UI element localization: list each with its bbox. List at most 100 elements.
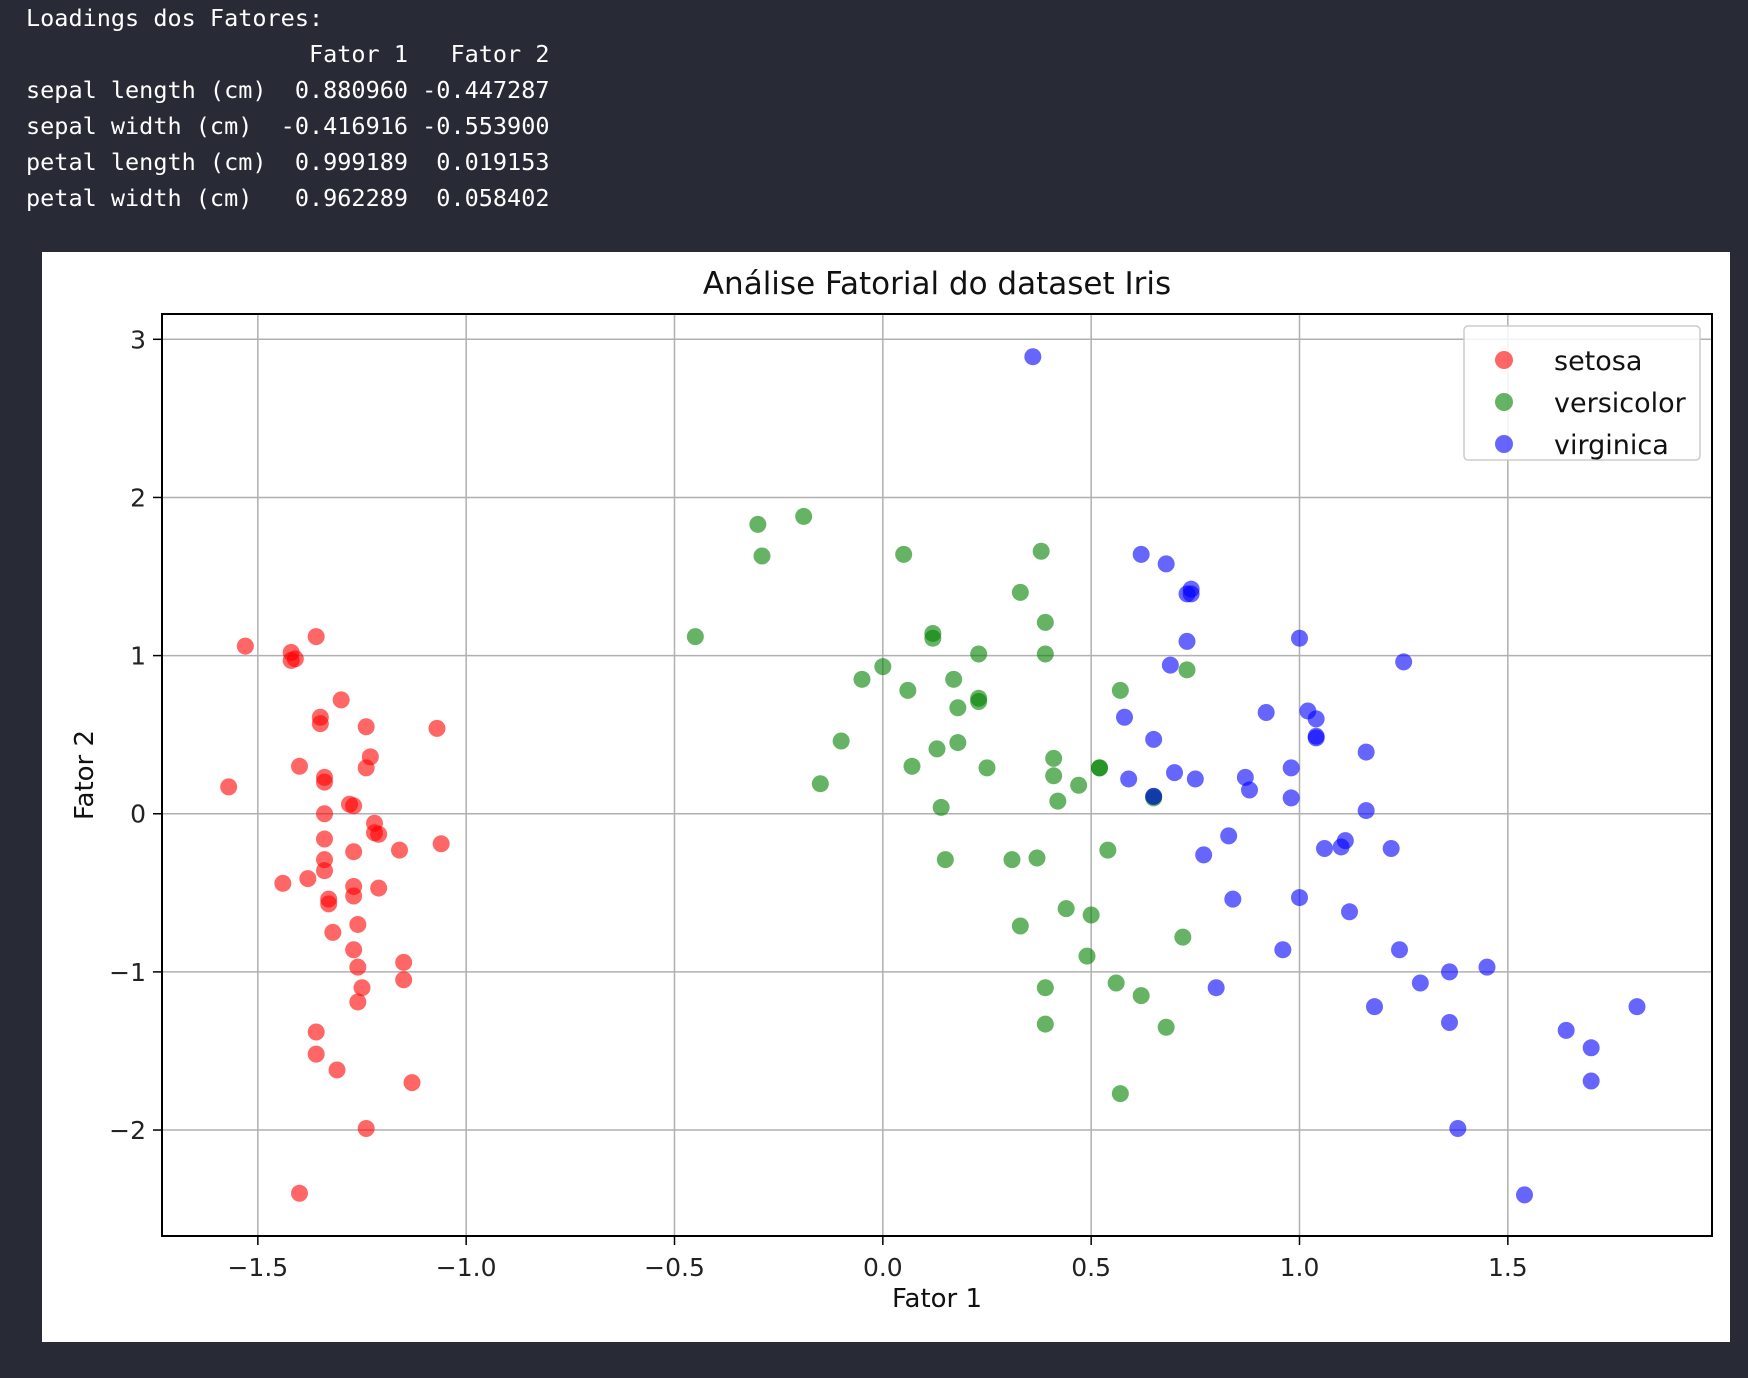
data-point-setosa (320, 895, 338, 913)
data-point-setosa (345, 843, 363, 861)
data-point-versicolor (1028, 849, 1046, 867)
data-point-virginica (1357, 802, 1375, 820)
data-point-setosa (403, 1074, 421, 1092)
x-axis-label: Fator 1 (892, 1284, 982, 1314)
data-point-virginica (1357, 743, 1375, 761)
data-point-setosa (286, 650, 304, 668)
data-point-versicolor (928, 740, 946, 758)
data-point-versicolor (978, 759, 996, 777)
legend-label-setosa: setosa (1554, 346, 1642, 377)
console-row-fator2: 0.058402 (408, 184, 550, 212)
data-point-setosa (357, 759, 375, 777)
data-point-versicolor (1132, 987, 1150, 1005)
data-point-versicolor (1070, 776, 1088, 794)
data-point-virginica (1382, 840, 1400, 858)
data-point-virginica (1411, 974, 1429, 992)
data-point-virginica (1116, 708, 1133, 726)
data-point-versicolor (1036, 979, 1054, 997)
data-point-virginica (1282, 789, 1300, 807)
data-point-setosa (307, 1023, 325, 1041)
data-point-virginica (1628, 998, 1646, 1016)
data-point-virginica (1274, 941, 1292, 959)
data-point-versicolor (903, 757, 921, 775)
data-point-virginica (1307, 729, 1325, 747)
data-point-setosa (236, 637, 254, 655)
data-point-virginica (1220, 827, 1238, 845)
data-points (220, 348, 1646, 1204)
data-point-setosa (316, 773, 333, 791)
data-point-versicolor (949, 734, 967, 752)
data-point-virginica (1145, 730, 1163, 748)
y-tick-label: 2 (130, 483, 146, 512)
chart-figure: −1.5 −1.0 −0.5 0.0 0.5 1.0 1.5 3 2 1 0 −1 −2 Análise… (42, 252, 1730, 1342)
data-point-virginica (1120, 770, 1138, 788)
legend-marker-virginica (1495, 435, 1513, 453)
scatter-chart: −1.5 −1.0 −0.5 0.0 0.5 1.0 1.5 3 2 1 0 −1 −2 Análise… (70, 266, 1713, 1314)
x-tick-label: −1.0 (436, 1253, 497, 1282)
data-point-virginica (1582, 1072, 1600, 1090)
data-point-setosa (307, 628, 325, 646)
chart-legend: setosa versicolor virginica (1463, 325, 1701, 461)
data-point-setosa (391, 841, 408, 859)
data-point-versicolor (1049, 792, 1067, 810)
data-point-versicolor (924, 629, 942, 647)
data-point-setosa (291, 757, 308, 775)
data-point-versicolor (1178, 661, 1196, 679)
console-row-label: sepal length (cm) (26, 76, 267, 104)
x-tick-label: 1.0 (1280, 1253, 1320, 1282)
console-row-fator1: 0.999189 (266, 148, 409, 176)
data-point-setosa (274, 874, 292, 892)
data-point-virginica (1178, 632, 1196, 650)
data-point-versicolor (811, 775, 829, 793)
data-point-versicolor (1099, 841, 1117, 859)
legend-marker-versicolor (1495, 393, 1513, 411)
data-point-setosa (395, 953, 413, 971)
data-point-virginica (1441, 963, 1458, 981)
console-row: petal width (cm) 0.962289 0.058402 (26, 184, 550, 212)
data-point-versicolor (1091, 759, 1108, 777)
data-point-setosa (324, 923, 342, 941)
data-point-virginica (1291, 629, 1308, 647)
console-row-label: petal width (cm) (26, 184, 267, 212)
console-row-fator1: -0.416916 (266, 112, 409, 140)
data-point-versicolor (1082, 906, 1100, 924)
data-point-virginica (1241, 781, 1258, 799)
console-row-fator2: -0.553900 (408, 112, 550, 140)
data-point-setosa (357, 1119, 375, 1137)
console-row-fator1: 0.880960 (266, 76, 409, 104)
data-point-virginica (1282, 759, 1300, 777)
legend-marker-setosa (1495, 351, 1513, 369)
data-point-versicolor (1011, 583, 1029, 601)
data-point-versicolor (899, 681, 917, 699)
console-rows: sepal length (cm) 0.880960 -0.447287 sep… (26, 76, 550, 212)
data-point-versicolor (1157, 1018, 1175, 1036)
plot-frame (161, 313, 1713, 1237)
data-point-setosa (349, 993, 367, 1011)
legend-box (1463, 325, 1701, 461)
console-row-fator2: -0.447287 (408, 76, 550, 104)
data-point-versicolor (749, 515, 767, 533)
data-point-versicolor (795, 507, 813, 525)
data-point-virginica (1161, 656, 1179, 674)
data-point-virginica (1207, 979, 1225, 997)
console-row-fator1: 0.962289 (266, 184, 409, 212)
data-point-virginica (1478, 958, 1496, 976)
data-point-virginica (1307, 710, 1325, 728)
data-point-versicolor (1111, 1085, 1129, 1103)
data-point-setosa (349, 958, 367, 976)
data-point-virginica (1341, 903, 1358, 921)
y-axis-label: Fator 2 (70, 730, 100, 820)
x-tick-label: 0.5 (1071, 1253, 1111, 1282)
data-point-setosa (332, 691, 350, 709)
data-point-versicolor (1107, 974, 1125, 992)
data-point-versicolor (1036, 645, 1054, 663)
chart-title: Análise Fatorial do dataset Iris (703, 266, 1171, 302)
data-point-virginica (1516, 1186, 1533, 1204)
data-point-virginica (1145, 787, 1163, 805)
data-point-virginica (1257, 704, 1275, 722)
data-point-virginica (1182, 585, 1200, 603)
data-point-versicolor (932, 798, 950, 816)
data-point-versicolor (853, 670, 871, 688)
data-point-setosa (291, 1184, 308, 1202)
data-point-setosa (345, 941, 363, 959)
